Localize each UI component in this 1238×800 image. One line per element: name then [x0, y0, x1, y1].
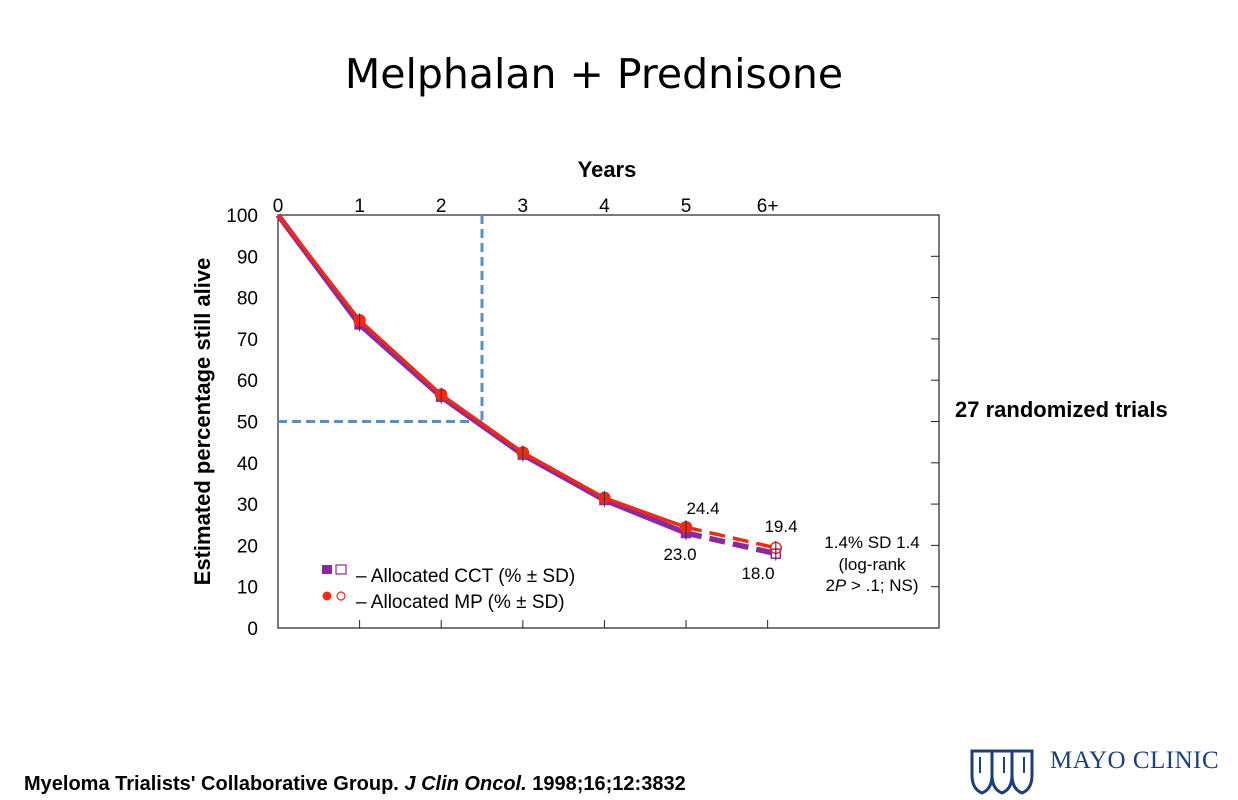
legend-cct-marker [322, 565, 332, 574]
legend-mp-marker-open [336, 591, 346, 601]
legend-cct-marker-open [335, 564, 347, 575]
series-mp-line [276, 213, 687, 529]
y-tick-label: 30 [237, 495, 258, 516]
y-tick-label: 100 [226, 206, 258, 227]
y-tick-label: 90 [237, 247, 258, 268]
difference-label: 1.4% SD 1.4 [824, 533, 919, 552]
y-tick-label: 40 [237, 454, 258, 475]
slide-title: Melphalan + Prednisone [344, 50, 844, 98]
y-tick-label: 10 [237, 578, 258, 599]
x-tick-label: 2 [436, 196, 447, 217]
y-axis-title: Estimated percentage still alive [190, 258, 215, 586]
x-tick-label: 6+ [757, 196, 779, 217]
x-tick-label: 5 [681, 196, 692, 217]
chart-labels: 0 10 20 30 40 50 60 70 80 90 100 0 1 2 3 4 5 6+ Years Estim… [190, 157, 920, 640]
y-tick-label: 0 [247, 619, 258, 640]
x-tick-label: 3 [518, 196, 529, 217]
y-tick-label: 20 [237, 536, 258, 557]
mp-6yr-label: 19.4 [764, 517, 797, 536]
citation-reference: 1998;16;12:3832 [532, 773, 686, 795]
legend-cct-label: – Allocated CCT (% ± SD) [356, 566, 575, 587]
y-tick-label: 70 [237, 330, 258, 351]
trials-note: 27 randomized trials [955, 397, 1168, 422]
x-tick-label: 0 [273, 196, 284, 217]
citation-journal: J Clin Oncol. [404, 773, 527, 795]
citation-authors: Myeloma Trialists' Collaborative Group. [24, 773, 399, 795]
citation: Myeloma Trialists' Collaborative Group. … [24, 773, 686, 796]
chart-series [275, 213, 783, 561]
y-tick-label: 80 [237, 289, 258, 310]
cct-5yr-label: 23.0 [663, 545, 696, 564]
logrank-label: (log-rank [838, 555, 906, 574]
x-axis-title: Years [578, 157, 637, 182]
x-tick-label: 4 [599, 196, 610, 217]
series-cct-dashed [685, 530, 777, 557]
mayo-shield-icon [970, 749, 1034, 795]
mayo-clinic-logo: MAYO CLINIC [968, 745, 1234, 795]
series-mp-dashed [685, 525, 777, 550]
p-value-label: 2P > .1; NS) [825, 576, 918, 595]
x-tick-label: 1 [354, 196, 365, 217]
mp-5yr-label: 24.4 [686, 499, 719, 518]
chart-axes [277, 214, 940, 629]
y-tick-label: 50 [237, 413, 258, 434]
y-tick-label: 60 [237, 371, 258, 392]
logo-text: MAYO CLINIC [1050, 747, 1220, 774]
legend-mp-label: – Allocated MP (% ± SD) [356, 592, 565, 613]
legend-mp-marker [322, 591, 332, 601]
cct-6yr-label: 18.0 [741, 564, 774, 583]
